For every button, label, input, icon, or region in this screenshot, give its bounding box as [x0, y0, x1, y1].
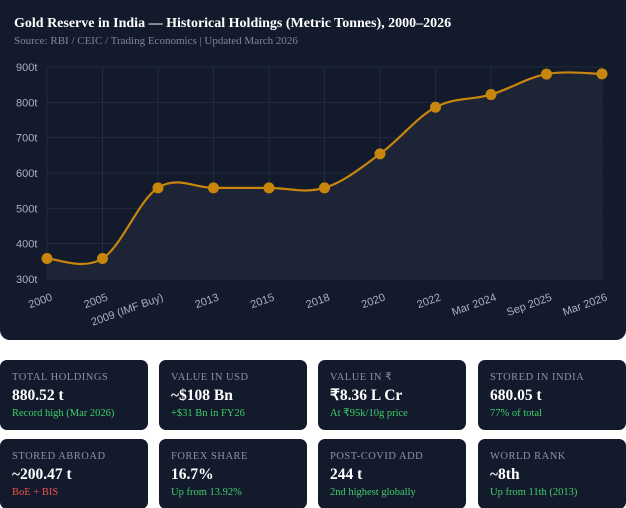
- card-value: ~$108 Bn: [171, 387, 233, 404]
- data-point: [430, 101, 441, 113]
- card-note: +$31 Bn in FY26: [171, 408, 245, 419]
- card-value: 244 t: [330, 466, 363, 483]
- chart-panel: 300t 400t 500t 600t 700t 800t 900t 2000 2005 2009…: [0, 0, 626, 340]
- stat-card-stored-abroad: STORED ABROAD ~200.47 t BoE + BIS: [0, 439, 148, 508]
- card-label: WORLD RANK: [490, 451, 566, 462]
- x-tick-label: Mar 2026: [561, 292, 609, 319]
- card-note: 77% of total: [490, 408, 542, 419]
- card-label: TOTAL HOLDINGS: [12, 372, 109, 383]
- card-label: POST-COVID ADD: [330, 451, 424, 462]
- x-tick-label: 2000: [27, 292, 54, 312]
- stat-card-value-usd: VALUE IN USD ~$108 Bn +$31 Bn in FY26: [159, 360, 307, 430]
- y-tick-label: 800t: [16, 97, 37, 109]
- card-note: BoE + BIS: [12, 487, 59, 498]
- data-point: [263, 182, 275, 194]
- x-tick-label: 2013: [193, 292, 220, 312]
- chart-subtitle: Source: RBI / CEIC / Trading Economics |…: [14, 35, 298, 47]
- data-point: [374, 148, 386, 160]
- y-tick-label: 500t: [16, 203, 37, 215]
- card-note: 2nd highest globally: [330, 487, 416, 498]
- data-point: [41, 253, 53, 265]
- data-point: [152, 182, 164, 194]
- data-point: [596, 68, 608, 80]
- stat-card-post-covid-add: POST-COVID ADD 244 t 2nd highest globall…: [318, 439, 466, 508]
- data-point: [485, 89, 497, 101]
- stat-card-stored-india: STORED IN INDIA 680.05 t 77% of total: [478, 360, 626, 430]
- data-point: [97, 253, 108, 265]
- y-tick-label: 400t: [16, 239, 37, 251]
- card-note: Up from 11th (2013): [490, 487, 578, 498]
- data-point: [541, 68, 552, 80]
- x-tick-label: 2018: [304, 292, 331, 312]
- card-label: VALUE IN ₹: [330, 372, 393, 383]
- x-tick-label: 2022: [415, 292, 442, 312]
- card-value: 680.05 t: [490, 387, 542, 404]
- x-tick-label: 2020: [360, 292, 387, 312]
- stat-card-world-rank: WORLD RANK ~8th Up from 11th (2013): [478, 439, 626, 508]
- y-tick-label: 700t: [16, 133, 37, 145]
- card-value: ~8th: [490, 466, 520, 483]
- y-tick-label: 600t: [16, 168, 37, 180]
- card-label: FOREX SHARE: [171, 451, 248, 462]
- card-label: STORED ABROAD: [12, 451, 106, 462]
- card-value: 880.52 t: [12, 387, 64, 404]
- stat-card-forex-share: FOREX SHARE 16.7% Up from 13.92%: [159, 439, 307, 508]
- area-fill: [47, 72, 602, 279]
- x-tick-label: Mar 2024: [450, 292, 498, 319]
- y-tick-label: 300t: [16, 274, 37, 286]
- card-note: Up from 13.92%: [171, 487, 242, 498]
- x-tick-label: 2005: [82, 292, 109, 312]
- card-value: 16.7%: [171, 466, 214, 483]
- card-value: ₹8.36 L Cr: [330, 387, 403, 404]
- card-value: ~200.47 t: [12, 466, 72, 483]
- card-label: STORED IN INDIA: [490, 372, 585, 383]
- x-tick-label: 2015: [249, 292, 276, 312]
- chart-title: Gold Reserve in India — Historical Holdi…: [14, 16, 452, 31]
- stat-card-total-holdings: TOTAL HOLDINGS 880.52 t Record high (Mar…: [0, 360, 148, 430]
- y-tick-label: 900t: [16, 62, 37, 74]
- stat-card-value-inr: VALUE IN ₹ ₹8.36 L Cr At ₹95k/10g price: [318, 360, 466, 430]
- card-note: Record high (Mar 2026): [12, 408, 115, 419]
- card-label: VALUE IN USD: [171, 372, 249, 383]
- data-point: [208, 182, 219, 194]
- x-tick-label: Sep 2025: [505, 292, 553, 319]
- data-point: [319, 182, 330, 194]
- card-note: At ₹95k/10g price: [330, 408, 408, 419]
